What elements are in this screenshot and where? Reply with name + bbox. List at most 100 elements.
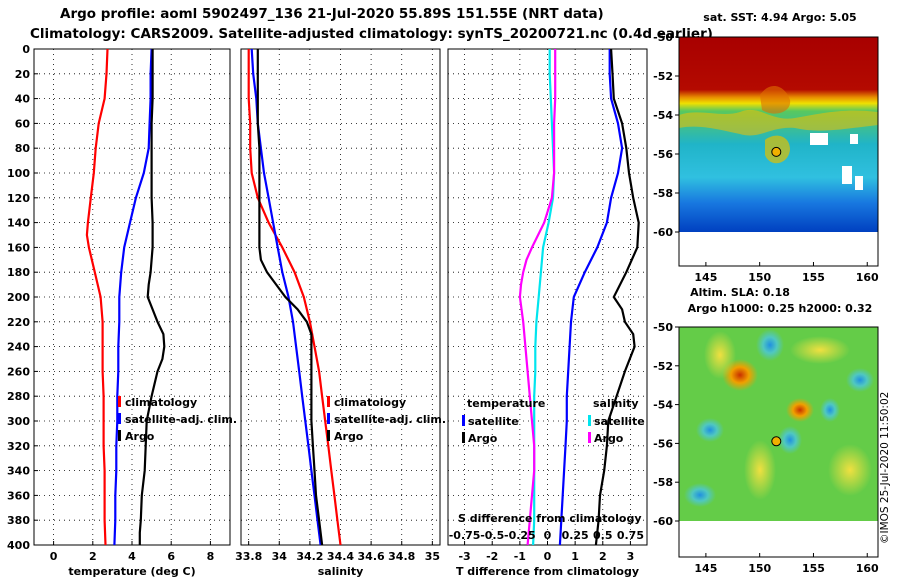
legend-swatch (118, 430, 121, 441)
x-tick-label: -3 (458, 550, 470, 563)
x-tick-label: 34.8 (388, 550, 415, 563)
legend-label: satellite (594, 415, 645, 428)
y-tick-label: 320 (7, 440, 30, 453)
x2-tick-label: -0.25 (504, 529, 536, 542)
series-climatology (247, 49, 342, 546)
series-t-argo (594, 48, 640, 546)
sla-map-title: Altim. SLA: 0.18 (690, 286, 790, 299)
sla-map-title-2: Argo h1000: 0.25 h2000: 0.32 (687, 302, 873, 315)
y-tick-label: 360 (7, 489, 30, 502)
x-tick-label: 34.6 (358, 550, 385, 563)
map-lon-label: 155 (802, 271, 825, 284)
map-lat-label: -50 (653, 31, 673, 44)
panel-temperature: 0204060801001201401601802002202402602803… (7, 43, 237, 578)
map-lat-label: -56 (653, 437, 673, 450)
x-axis-label: salinity (318, 565, 364, 578)
legend-title-salinity: salinity (593, 397, 639, 410)
map-lat-label: -54 (653, 399, 673, 412)
x-tick-label: 1 (571, 550, 579, 563)
map-lat-label: -58 (653, 476, 673, 489)
map-lat-label: -60 (653, 515, 673, 528)
y-tick-label: 340 (7, 465, 30, 478)
x2-tick-label: 0.5 (593, 529, 613, 542)
x2-tick-label: -0.75 (449, 529, 481, 542)
x-axis-label: T difference from climatology (456, 565, 639, 578)
series-s-argo (518, 49, 557, 546)
y-tick-label: 260 (7, 365, 30, 378)
title-line-2: Climatology: CARS2009. Satellite-adjuste… (30, 26, 713, 42)
y-tick-label: 380 (7, 514, 30, 527)
x-tick-label: 6 (167, 550, 175, 563)
sla-map (678, 326, 879, 558)
series-climatology (85, 48, 109, 546)
x-tick-label: 0 (50, 550, 58, 563)
legend-label: climatology (334, 396, 406, 409)
y-tick-label: 200 (7, 291, 30, 304)
x-tick-label: 2 (599, 550, 607, 563)
map-lon-label: 145 (694, 271, 717, 284)
x-tick-label: 33.8 (235, 550, 262, 563)
x-axis-label: temperature (deg C) (68, 565, 195, 578)
legend-swatch (327, 430, 330, 441)
y-tick-label: 160 (7, 241, 30, 254)
legend-swatch (118, 413, 121, 424)
legend-label: satellite (468, 415, 519, 428)
map-lat-label: -52 (653, 70, 673, 83)
legend-title-temperature: temperature (467, 397, 545, 410)
y-tick-label: 240 (7, 341, 30, 354)
series-satellite-adj-clim- (113, 48, 153, 546)
x-tick-label: 3 (627, 550, 635, 563)
panel-frame (33, 48, 231, 546)
argo-float-marker-sla (771, 436, 782, 447)
y-tick-label: 0 (22, 43, 30, 56)
legend-label: Argo (468, 432, 498, 445)
y-tick-label: 80 (15, 142, 31, 155)
legend-swatch (462, 432, 465, 443)
legend-swatch (327, 396, 330, 407)
map-lat-label: -56 (653, 148, 673, 161)
legend-label: Argo (125, 430, 155, 443)
x2-axis-label: S difference from climatology (458, 512, 642, 525)
map-lat-label: -60 (653, 226, 673, 239)
x2-tick-label: 0.25 (562, 529, 589, 542)
y-tick-label: 140 (7, 217, 30, 230)
x-tick-label: -1 (514, 550, 526, 563)
legend-label: Argo (594, 432, 624, 445)
x-tick-label: 34.4 (327, 550, 354, 563)
legend-swatch (588, 415, 591, 426)
map-lat-label: -52 (653, 360, 673, 373)
y-tick-label: 280 (7, 390, 30, 403)
x-tick-label: 35 (425, 550, 440, 563)
y-tick-label: 220 (7, 316, 30, 329)
legend-label: Argo (334, 430, 364, 443)
map-lon-label: 150 (748, 562, 771, 575)
x2-tick-label: -0.5 (480, 529, 504, 542)
map-lat-label: -58 (653, 187, 673, 200)
panel-frame (240, 48, 441, 546)
y-tick-label: 60 (15, 117, 31, 130)
x-tick-label: 4 (128, 550, 136, 563)
series-argo (138, 49, 166, 545)
y-tick-label: 300 (7, 415, 30, 428)
y-tick-label: 400 (7, 539, 30, 552)
x-tick-label: 2 (89, 550, 97, 563)
x-tick-label: 0 (544, 550, 552, 563)
panel-difference: -3 -2 -1 0 1 2 3 T difference from climatology t… (447, 48, 648, 578)
legend-swatch (118, 396, 121, 407)
map-lon-label: 155 (802, 562, 825, 575)
x2-tick-label: 0.75 (617, 529, 644, 542)
y-tick-label: 40 (15, 93, 31, 106)
panel-salinity: 33.8 34 34.2 34.4 34.6 34.8 35 salinity climatol… (235, 48, 446, 578)
map-lon-label: 160 (856, 271, 879, 284)
y-tick-label: 120 (7, 192, 30, 205)
map-lat-label: -54 (653, 109, 673, 122)
legend-label: satellite-adj. clim. (334, 413, 446, 426)
sst-map (678, 36, 879, 267)
legend-swatch (588, 432, 591, 443)
map-lon-label: 145 (694, 562, 717, 575)
y-tick-label: 20 (15, 68, 31, 81)
sst-map-title: sat. SST: 4.94 Argo: 5.05 (703, 11, 857, 24)
x-tick-label: -2 (486, 550, 498, 563)
legend-label: satellite-adj. clim. (125, 413, 237, 426)
x-tick-label: 34 (272, 550, 288, 563)
